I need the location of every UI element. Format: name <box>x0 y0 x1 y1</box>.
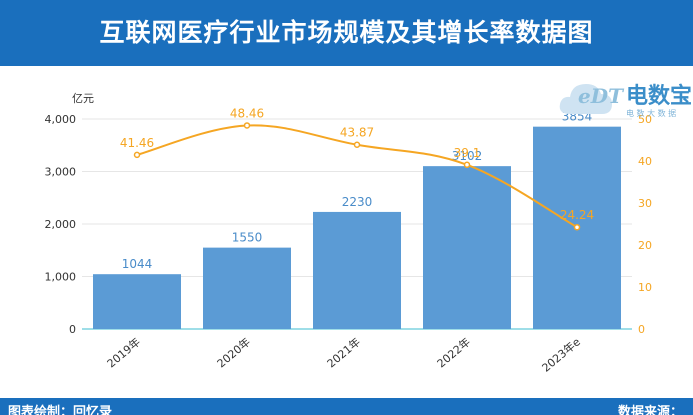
y2-tick-label: 10 <box>638 281 652 294</box>
x-tick-label: 2022年 <box>434 335 473 371</box>
logo-name: 电数宝 <box>626 84 693 109</box>
y-tick-label: 3,000 <box>45 166 77 179</box>
line-value-label: 39.1 <box>454 146 481 160</box>
y2-tick-label: 40 <box>638 155 652 168</box>
bar-value-label: 2230 <box>342 195 373 209</box>
bar-value-label: 1044 <box>122 257 153 271</box>
y2-tick-label: 50 <box>638 113 652 126</box>
footer-author: 图表绘制：回忆录 <box>8 405 113 415</box>
y-axis-label: 亿元 <box>72 92 94 105</box>
y-tick-label: 2,000 <box>45 218 77 231</box>
logo-mark: eDT <box>578 84 623 108</box>
cloud-icon <box>559 84 612 114</box>
line-point <box>573 223 581 231</box>
y-tick-label: 0 <box>69 323 76 336</box>
line-point <box>133 151 141 159</box>
bar <box>93 274 181 329</box>
y-tick-label: 1,000 <box>45 271 77 284</box>
header-bar: 互联网医疗行业市场规模及其增长率数据图 <box>0 0 693 66</box>
logo: eDT 电数宝 电 数 大 数 据 <box>556 70 693 126</box>
y2-tick-label: 0 <box>638 323 645 336</box>
bar <box>423 166 511 329</box>
y-tick-label: 4,000 <box>45 113 77 126</box>
line-point <box>463 161 471 169</box>
footer-bar: 图表绘制：回忆录 数据来源： <box>0 398 693 415</box>
x-tick-label: 2023年e <box>539 334 583 374</box>
line-point <box>353 141 361 148</box>
page-title: 互联网医疗行业市场规模及其增长率数据图 <box>99 18 594 47</box>
logo-tagline: 电 数 大 数 据 <box>626 109 677 118</box>
y2-tick-label: 30 <box>638 197 652 210</box>
line-value-label: 24.24 <box>560 208 594 222</box>
bar-value-label: 1550 <box>232 231 263 245</box>
y2-tick-label: 20 <box>638 239 652 252</box>
x-tick-label: 2021年 <box>324 335 363 371</box>
bar <box>313 211 401 329</box>
bar-value-label: 3102 <box>452 149 483 163</box>
line-value-label: 48.46 <box>230 106 264 120</box>
bar <box>203 247 291 329</box>
line-value-label: 43.87 <box>340 126 374 140</box>
line-point <box>243 122 251 129</box>
footer-source: 数据来源： <box>617 405 683 415</box>
chart: 亿元 0 1,000 2,000 3,000 4,000 0 10 20 30 40 50 104… <box>45 92 653 375</box>
x-tick-label: 2019年 <box>104 335 143 371</box>
line-value-label: 41.46 <box>120 136 154 150</box>
x-tick-label: 2020年 <box>214 335 253 371</box>
